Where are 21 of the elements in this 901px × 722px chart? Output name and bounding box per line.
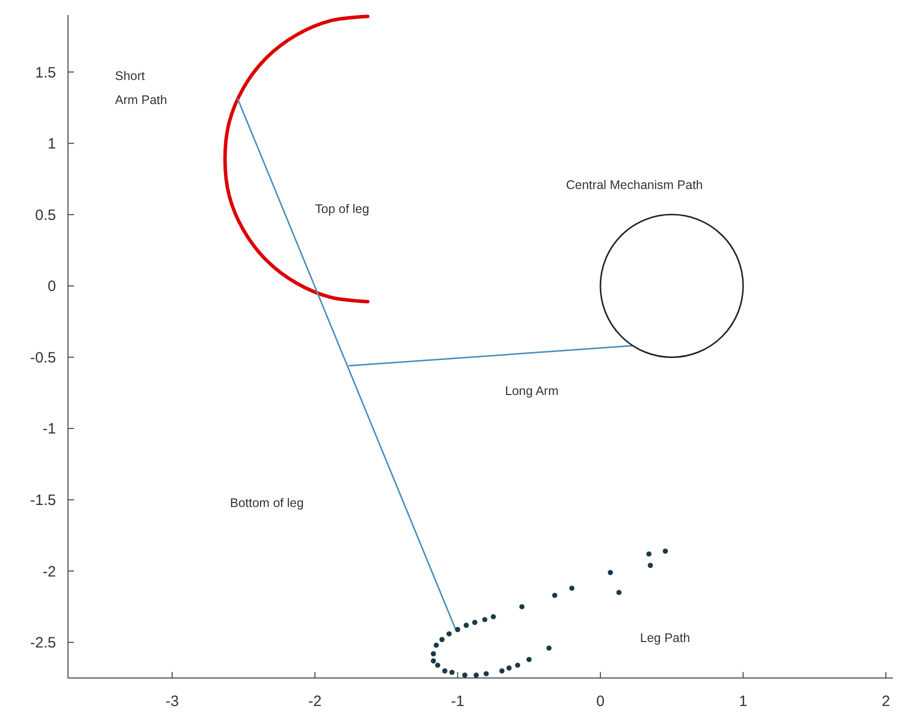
x-tick-label: 2 [882,693,890,710]
x-tick-label: -2 [308,693,322,710]
y-tick-label: 1.5 [35,64,56,82]
x-tick-label: 0 [596,693,605,710]
y-tick-label: 0.5 [35,206,56,224]
x-tick-label: -3 [166,693,179,710]
x-tick-label: 1 [738,693,748,710]
annotation: Top of leg [315,202,370,216]
y-tick-label: -1 [42,420,56,438]
annotation: Central Mechanism Path [566,178,703,192]
y-tick-label: -1.5 [30,492,56,510]
annotation: Long Arm [505,384,559,398]
annotation: Bottom of leg [230,496,304,510]
y-tick-label: 1 [48,136,56,153]
x-tick-label: -1 [450,693,464,710]
annotation: Short Arm Path [115,69,168,107]
y-tick-label: -2 [42,563,56,580]
annotation: Leg Path [640,631,690,645]
y-tick-label: -2.5 [30,634,56,652]
y-tick-label: 0 [48,278,56,296]
y-tick-label: -0.5 [30,349,56,366]
